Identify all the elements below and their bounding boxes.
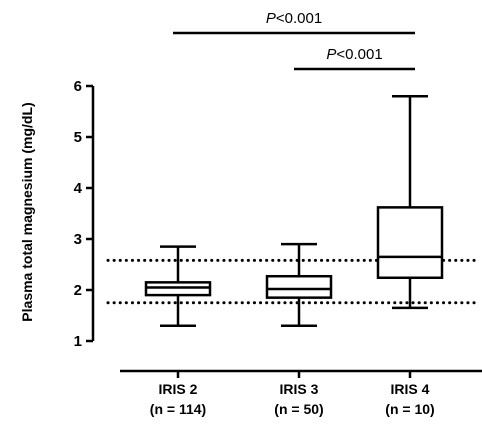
x-category-label: IRIS 4 — [391, 381, 430, 397]
x-category-count: (n = 114) — [150, 401, 206, 417]
y-tick-label: 1 — [74, 333, 82, 350]
y-tick-label: 5 — [74, 129, 82, 146]
box-group — [265, 242, 333, 327]
p-value: <0.001 — [336, 46, 382, 63]
y-tick-label: 2 — [74, 282, 82, 299]
boxes — [144, 94, 444, 327]
x-category-count: (n = 10) — [385, 401, 434, 417]
significance-label: P<0.001 — [266, 10, 322, 27]
x-axis: IRIS 2 (n = 114) IRIS 3 (n = 50) IRIS 4 (n = … — [120, 369, 482, 417]
y-tick-label: 4 — [74, 180, 83, 197]
x-category-label: IRIS 3 — [280, 381, 319, 397]
p-symbol: P — [326, 46, 336, 63]
p-symbol: P — [266, 10, 276, 27]
box-iqr — [144, 281, 212, 297]
significance-label: P<0.001 — [326, 46, 382, 63]
x-category-label: IRIS 2 — [159, 381, 198, 397]
x-category-count: (n = 50) — [274, 401, 323, 417]
box-iqr — [376, 206, 444, 280]
p-value: <0.001 — [276, 10, 322, 27]
box-group — [144, 245, 212, 327]
y-axis: 1 2 3 4 5 6 — [74, 78, 95, 350]
box-iqr — [265, 274, 333, 299]
box-group — [376, 94, 444, 310]
y-tick-label: 6 — [74, 78, 82, 95]
y-axis-title: Plasma total magnesium (mg/dL) — [19, 102, 35, 321]
y-tick-label: 3 — [74, 231, 82, 248]
